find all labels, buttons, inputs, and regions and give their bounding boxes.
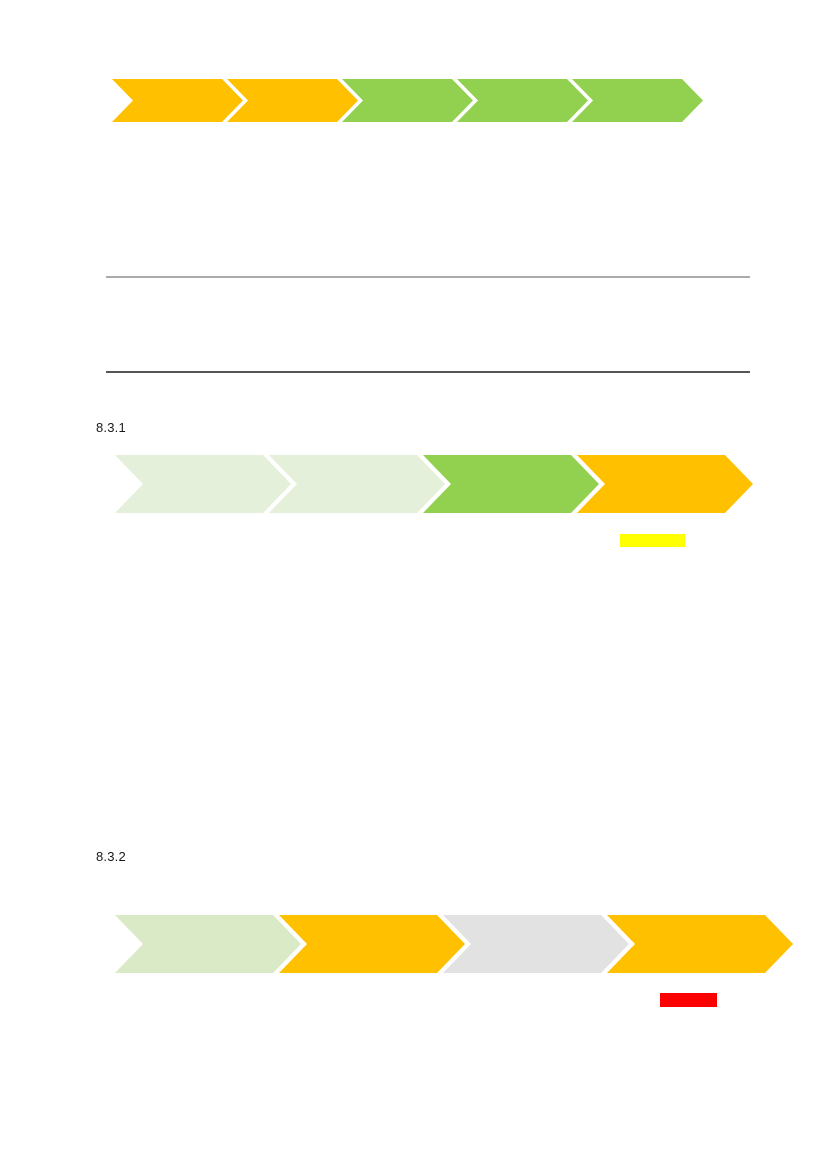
process-bar-831 <box>115 455 753 513</box>
chevron-segment-orange <box>112 79 243 122</box>
chevron-segment-green <box>342 79 473 122</box>
chevron-segment-orange <box>227 79 358 122</box>
horizontal-rule-top <box>106 276 750 278</box>
process-bar-top <box>112 79 703 122</box>
chevron-segment-orange <box>577 455 753 513</box>
process-bar-832 <box>115 915 793 973</box>
chevron-segment-pale-green-light <box>269 455 445 513</box>
section-heading-832: 8.3.2 <box>96 849 126 864</box>
chevron-segment-green <box>423 455 599 513</box>
chevron-segment-green <box>572 79 703 122</box>
horizontal-rule-bottom <box>106 371 750 373</box>
chevron-segment-orange <box>607 915 793 973</box>
red-highlight-mark <box>660 993 717 1007</box>
chevron-segment-green <box>457 79 588 122</box>
chevron-segment-pale-green-light <box>115 455 291 513</box>
section-heading-831: 8.3.1 <box>96 420 126 435</box>
yellow-highlight-mark <box>620 534 685 547</box>
chevron-segment-orange <box>279 915 465 973</box>
chevron-segment-pale-green <box>115 915 301 973</box>
chevron-segment-gray <box>443 915 629 973</box>
